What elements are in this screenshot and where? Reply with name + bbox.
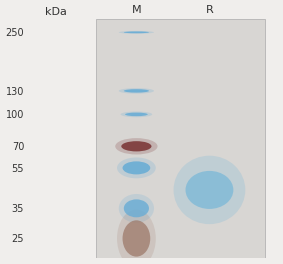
Text: M: M [132, 5, 141, 15]
Ellipse shape [124, 89, 149, 93]
FancyBboxPatch shape [96, 19, 265, 258]
Ellipse shape [124, 199, 149, 217]
Text: R: R [205, 5, 213, 15]
Ellipse shape [117, 209, 156, 264]
Ellipse shape [119, 31, 154, 34]
Ellipse shape [124, 31, 149, 33]
Ellipse shape [186, 171, 233, 209]
Ellipse shape [121, 141, 151, 152]
Ellipse shape [119, 88, 154, 94]
Ellipse shape [125, 112, 148, 116]
Text: kDa: kDa [45, 7, 67, 17]
Ellipse shape [119, 194, 154, 223]
Ellipse shape [123, 220, 150, 257]
Ellipse shape [173, 156, 245, 224]
Ellipse shape [115, 138, 158, 154]
Ellipse shape [117, 157, 156, 178]
Ellipse shape [123, 161, 150, 175]
Ellipse shape [121, 111, 152, 117]
